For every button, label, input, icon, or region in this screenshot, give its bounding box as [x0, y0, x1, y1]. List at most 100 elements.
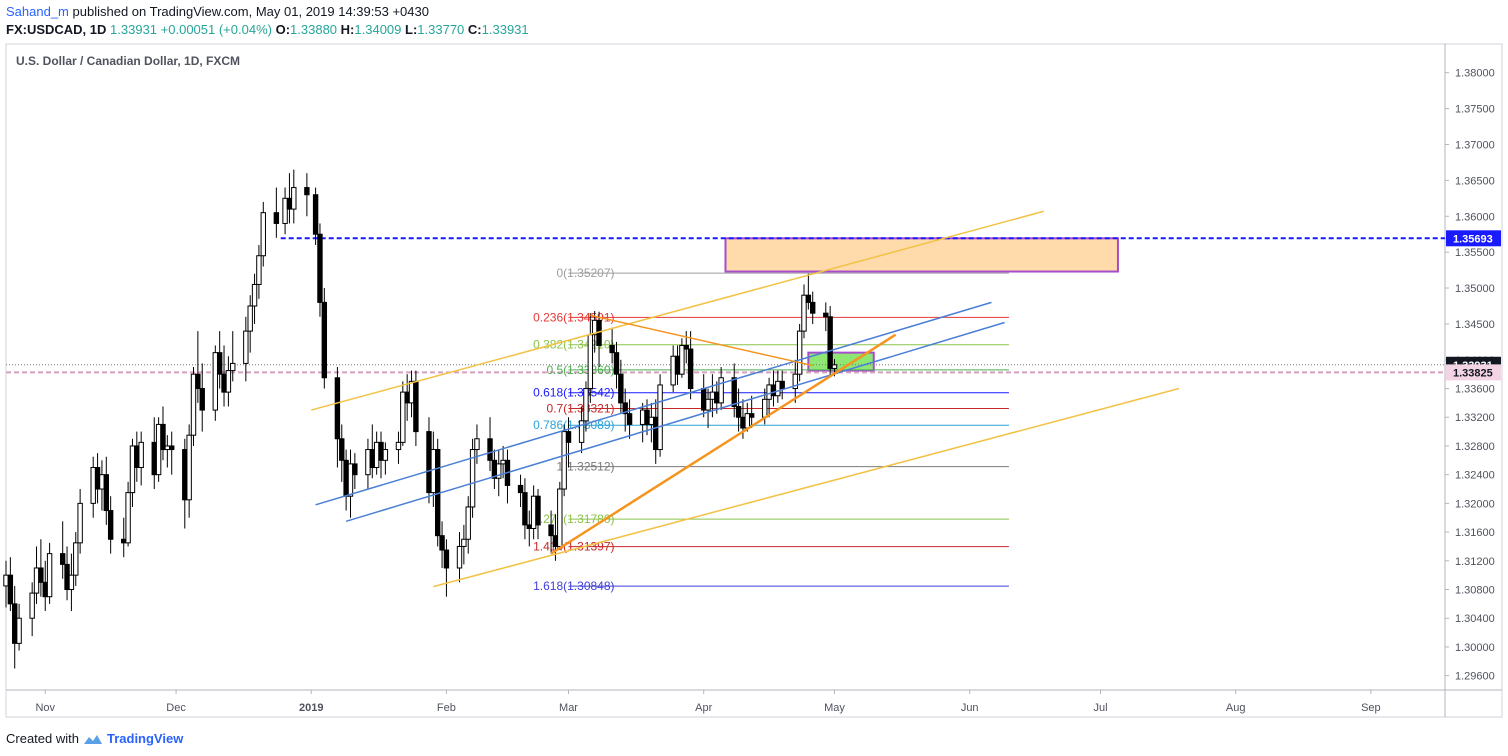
trendline-0[interactable]: [311, 210, 1045, 411]
candle: [221, 345, 227, 407]
fib-label-0.5: 0.5(1.33860): [546, 363, 614, 377]
candle-body: [352, 463, 358, 476]
candle-body: [230, 362, 236, 372]
candle: [465, 496, 471, 554]
candle: [164, 435, 171, 468]
x-tick-label: 2019: [299, 702, 323, 714]
candle: [618, 359, 624, 414]
candle-body: [639, 409, 646, 425]
candle-body: [705, 398, 711, 411]
y-tick-label: 1.38000: [1455, 68, 1495, 80]
trendline-4[interactable]: [550, 333, 897, 555]
trendline-2[interactable]: [315, 301, 992, 506]
candle-body: [190, 373, 197, 436]
candle-body: [42, 581, 48, 598]
candle: [779, 370, 785, 400]
candle-body: [687, 348, 694, 390]
candle: [317, 223, 323, 317]
candle: [805, 273, 812, 310]
candle-body: [622, 402, 628, 415]
candle-body: [378, 441, 384, 461]
candle: [530, 485, 537, 540]
candle-body: [535, 495, 541, 526]
fib-label-1.272: 1.272(1.31780): [533, 512, 614, 526]
trendline-5[interactable]: [590, 314, 813, 367]
candle-body: [801, 294, 807, 332]
candle-body: [199, 388, 205, 411]
candle-body: [256, 255, 262, 285]
candle: [823, 302, 829, 332]
candle-body: [674, 355, 681, 375]
candle: [94, 453, 101, 504]
candle-body: [160, 423, 166, 451]
candle: [64, 546, 70, 601]
candle: [578, 406, 585, 454]
trendline-1[interactable]: [433, 387, 1180, 588]
tradingview-logo-icon: [83, 734, 102, 744]
candle-body: [99, 474, 105, 490]
candle: [674, 345, 681, 385]
candle-body: [683, 344, 689, 350]
candle-body: [282, 197, 288, 224]
candle: [42, 560, 48, 612]
candle: [796, 323, 803, 382]
y-tick-label: 1.32000: [1455, 498, 1495, 510]
candle: [46, 542, 53, 604]
low-label: L:: [405, 22, 418, 37]
y-tick-label: 1.30000: [1455, 642, 1495, 654]
candle: [395, 431, 402, 464]
candle-body: [365, 449, 371, 476]
candle-body: [496, 463, 502, 479]
candle: [73, 532, 79, 586]
candle: [522, 478, 528, 540]
candle-body: [400, 391, 406, 443]
candle-body: [775, 380, 781, 397]
candle-body: [613, 352, 620, 375]
x-tick-label: Jul: [1093, 702, 1107, 714]
y-tick-label: 1.33200: [1455, 412, 1495, 424]
candle-body: [129, 445, 136, 494]
x-tick-label: Dec: [166, 702, 186, 714]
candle-body: [548, 524, 554, 537]
candle-body: [125, 492, 131, 544]
candle: [378, 431, 384, 479]
candle: [766, 377, 772, 418]
candle: [557, 481, 563, 551]
candle-body: [182, 449, 188, 501]
candle-body: [748, 413, 755, 418]
x-tick-label: Sep: [1361, 702, 1381, 714]
open-label: O:: [275, 22, 291, 37]
candle-body: [186, 434, 192, 501]
author-link[interactable]: Sahand_m: [6, 4, 69, 19]
candle-body: [134, 445, 140, 468]
candle: [334, 367, 341, 468]
candle-body: [408, 380, 415, 404]
candle-body: [291, 187, 297, 210]
y-tick-label: 1.32800: [1455, 441, 1495, 453]
trendline-3[interactable]: [345, 321, 1005, 523]
candle-body: [73, 542, 79, 576]
candle: [151, 417, 157, 490]
candle: [160, 406, 166, 461]
candle: [3, 560, 9, 608]
tradingview-brand-link[interactable]: TradingView: [106, 731, 184, 746]
published-text: published on TradingView.com, May 01, 20…: [72, 4, 429, 19]
y-tick-label: 1.32400: [1455, 470, 1495, 482]
resistance-zone[interactable]: [724, 237, 1119, 273]
candle-body: [831, 364, 838, 369]
candle: [827, 305, 833, 377]
time-axis[interactable]: Nov Dec 2019 Feb Mar Apr May Jun Jul Aug Sep: [35, 690, 1381, 714]
candle: [548, 510, 554, 554]
y-tick-label: 1.36000: [1455, 211, 1495, 223]
high-value: 1.34009: [354, 22, 402, 37]
candle: [731, 363, 737, 418]
candle: [38, 539, 44, 597]
price-label-box: [1446, 364, 1501, 381]
candle-body: [583, 388, 589, 422]
candle-body: [164, 445, 171, 451]
y-tick-label: 1.35000: [1455, 283, 1495, 295]
candle-body: [770, 384, 777, 397]
candle-body: [735, 405, 742, 418]
candle: [456, 532, 463, 583]
